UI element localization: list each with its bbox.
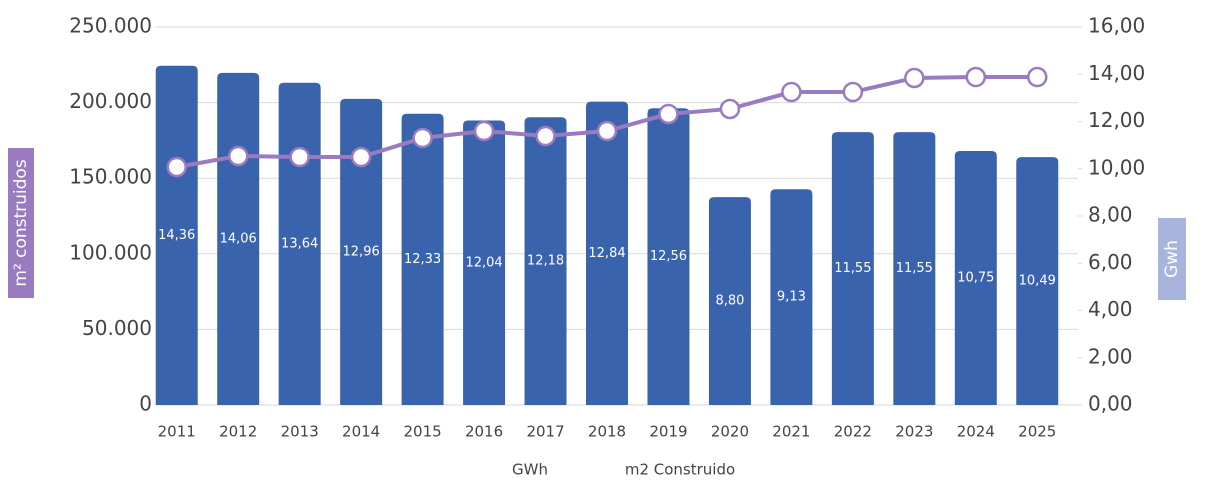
x-tick-label: 2016: [465, 423, 503, 441]
x-tick-label: 2018: [588, 423, 626, 441]
value-label: 9,13: [777, 290, 806, 305]
value-label: 10,75: [957, 271, 994, 286]
bar: [524, 117, 567, 405]
y2-tick-label: 10,00: [1088, 155, 1145, 179]
x-tick-label: 2023: [895, 423, 933, 441]
line-marker: [227, 145, 249, 167]
x-tick-label: 2024: [957, 423, 995, 441]
x-tick-label: 2021: [772, 423, 810, 441]
y2-tick-label: 8,00: [1088, 203, 1133, 227]
bar: [401, 113, 444, 406]
value-label: 12,18: [527, 254, 564, 269]
bar: [155, 65, 198, 406]
line-marker: [1027, 66, 1048, 88]
x-tick-label: 2019: [649, 423, 687, 441]
bar: [1016, 157, 1059, 405]
line-marker: [965, 66, 987, 88]
y-tick-label: 100.000: [69, 240, 152, 264]
bar: [770, 189, 813, 405]
y2-tick-label: 14,00: [1088, 61, 1145, 85]
y2-tick-label: 12,00: [1088, 108, 1145, 132]
line-marker: [289, 146, 310, 168]
y2-tick-label: 4,00: [1088, 297, 1133, 321]
value-label: 11,55: [834, 261, 871, 276]
x-tick-label: 2011: [158, 423, 196, 441]
bar: [647, 108, 690, 406]
bar: [586, 101, 628, 405]
value-label: 10,49: [1019, 274, 1056, 289]
bar: [278, 82, 321, 405]
x-tick-label: 2012: [219, 423, 257, 441]
legend-label: m2 Construido: [625, 461, 735, 479]
y-axis-label: m² construidos: [11, 159, 31, 287]
value-label: 12,33: [404, 252, 441, 267]
x-tick-label: 2017: [526, 423, 564, 441]
y2-axis-label: Gwh: [1162, 240, 1182, 278]
bar: [831, 132, 874, 405]
y2-tick-label: 16,00: [1088, 14, 1145, 38]
value-label: 12,04: [465, 255, 502, 270]
y-tick-label: 200.000: [69, 89, 152, 113]
y2-axis-label-box: [1158, 218, 1186, 300]
bar: [708, 197, 751, 405]
value-label: 12,84: [588, 246, 625, 261]
x-tick-label: 2022: [834, 423, 872, 441]
x-tick-label: 2025: [1018, 423, 1056, 441]
value-label: 8,80: [715, 294, 744, 309]
x-tick-label: 2013: [281, 423, 319, 441]
x-tick-label: 2015: [404, 423, 442, 441]
bar: [340, 98, 383, 405]
y-tick-label: 0: [139, 392, 152, 416]
value-label: 14,06: [220, 231, 257, 246]
line-marker: [166, 156, 187, 178]
line-marker: [904, 67, 925, 89]
line-marker: [350, 146, 372, 168]
bar: [954, 151, 997, 405]
line-marker: [596, 120, 618, 142]
value-label: 12,56: [650, 249, 687, 264]
y2-tick-label: 0,00: [1088, 392, 1133, 416]
line-marker: [535, 125, 556, 147]
value-label: 12,96: [343, 244, 380, 259]
x-tick-label: 2020: [711, 423, 749, 441]
legend-label: GWh: [512, 461, 548, 479]
y2-tick-label: 2,00: [1088, 344, 1133, 368]
x-tick-label: 2014: [342, 423, 380, 441]
line-marker: [781, 81, 802, 103]
y2-tick-label: 6,00: [1088, 250, 1133, 274]
line-marker: [842, 81, 864, 103]
value-label: 13,64: [281, 236, 318, 251]
line-marker: [412, 127, 433, 149]
y-tick-label: 250.000: [69, 14, 152, 38]
y-tick-label: 50.000: [82, 316, 152, 340]
bar: [463, 120, 506, 406]
y-tick-label: 150.000: [69, 165, 152, 189]
line-marker: [473, 120, 495, 142]
bar: [893, 132, 936, 405]
y-axis-label-box: [8, 148, 34, 298]
line-marker: [719, 98, 741, 120]
value-label: 11,55: [896, 261, 933, 276]
line-marker: [658, 103, 679, 125]
value-label: 14,36: [158, 228, 195, 243]
